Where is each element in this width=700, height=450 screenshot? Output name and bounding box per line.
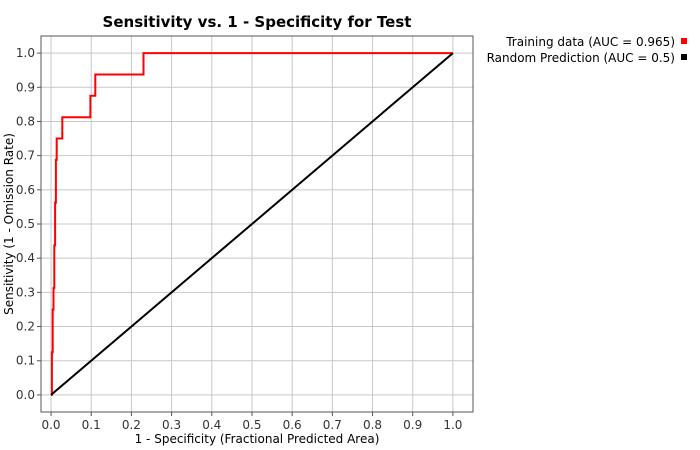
x-tick-label: 0.8	[363, 418, 382, 432]
y-tick-label: 0.7	[16, 149, 35, 163]
x-tick-label: 0.2	[122, 418, 141, 432]
legend-random-prediction-label: Random Prediction (AUC = 0.5)	[487, 51, 675, 65]
x-tick-label: 1.0	[443, 418, 462, 432]
series-layer	[50, 52, 454, 396]
x-tick-label: 0.7	[323, 418, 342, 432]
y-tick-label: 0.9	[16, 80, 35, 94]
y-tick-label: 1.0	[16, 46, 35, 60]
y-axis-label: Sensitivity (1 - Omission Rate)	[2, 133, 16, 315]
legend: Training data (AUC = 0.965) Random Predic…	[487, 35, 687, 65]
legend-training-data-swatch	[681, 38, 687, 44]
y-tick-label: 0.2	[16, 320, 35, 334]
x-tick-label: 0.4	[202, 418, 221, 432]
y-tick-label: 0.8	[16, 114, 35, 128]
x-tick-label: 0.1	[82, 418, 101, 432]
y-tick-label: 0.3	[16, 285, 35, 299]
legend-random-prediction-swatch	[681, 54, 687, 60]
legend-training-data-label: Training data (AUC = 0.965)	[505, 35, 675, 49]
x-tick-label: 0.6	[283, 418, 302, 432]
y-tick-label: 0.1	[16, 354, 35, 368]
x-tick-label: 0.5	[242, 418, 261, 432]
ticks: 0.0 0.1 0.2 0.3 0.4 0.5 0.6 0.7 0.8 0.9 1.0 0.0 0.1 0…	[16, 46, 463, 432]
y-tick-label: 0.6	[16, 183, 35, 197]
y-tick-label: 0.0	[16, 388, 35, 402]
random-prediction-line	[50, 52, 454, 396]
y-tick-label: 0.5	[16, 217, 35, 231]
training-data-line	[50, 52, 453, 396]
chart-title: Sensitivity vs. 1 - Specificity for Test	[103, 13, 412, 31]
x-tick-label: 0.0	[41, 418, 60, 432]
x-axis-label: 1 - Specificity (Fractional Predicted Ar…	[135, 432, 380, 446]
x-tick-label: 0.9	[403, 418, 422, 432]
y-tick-label: 0.4	[16, 251, 35, 265]
x-tick-label: 0.3	[162, 418, 181, 432]
